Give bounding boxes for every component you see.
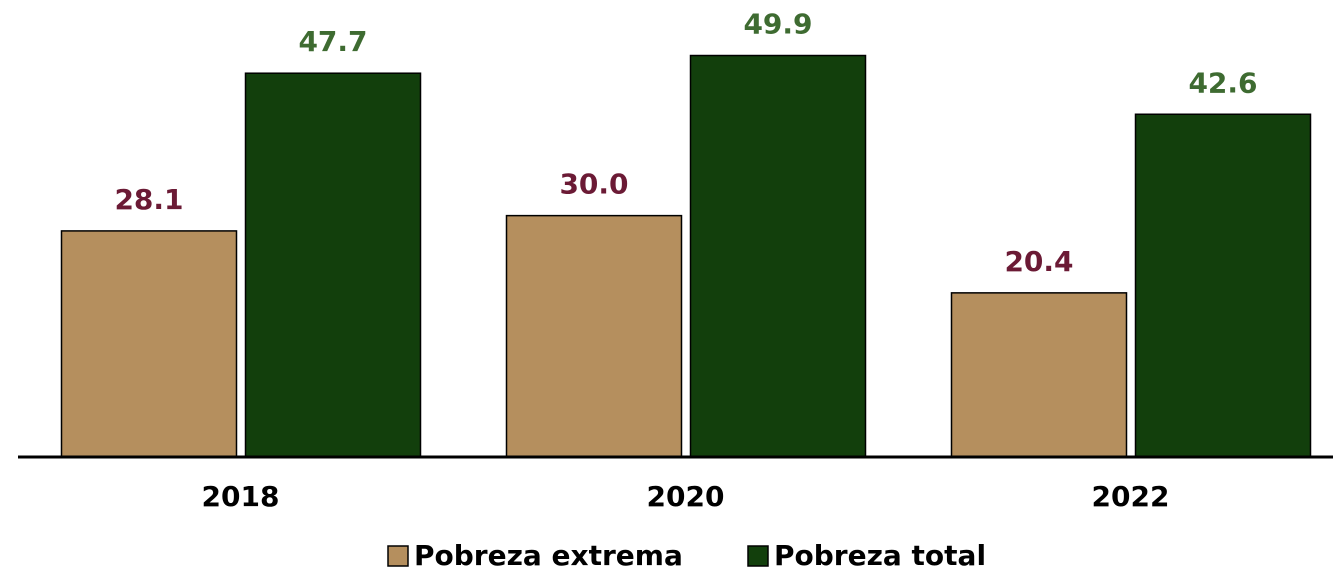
bar	[689, 54, 867, 458]
legend-swatch	[747, 545, 769, 567]
bar	[505, 214, 683, 458]
bar	[950, 292, 1128, 458]
value-label: 47.7	[298, 25, 367, 58]
x-tick-label: 2022	[1092, 480, 1170, 513]
legend-label: Pobreza total	[774, 539, 986, 572]
bar	[60, 230, 238, 458]
legend-swatch	[387, 545, 409, 567]
bar	[244, 72, 422, 458]
value-label: 20.4	[1004, 245, 1073, 278]
value-label: 42.6	[1188, 66, 1257, 99]
value-label: 28.1	[114, 183, 183, 216]
value-label: 49.9	[743, 8, 812, 41]
bar	[1134, 113, 1312, 458]
x-tick-label: 2020	[647, 480, 725, 513]
value-label: 30.0	[559, 168, 628, 201]
x-tick-label: 2018	[202, 480, 280, 513]
legend-label: Pobreza extrema	[414, 539, 683, 572]
